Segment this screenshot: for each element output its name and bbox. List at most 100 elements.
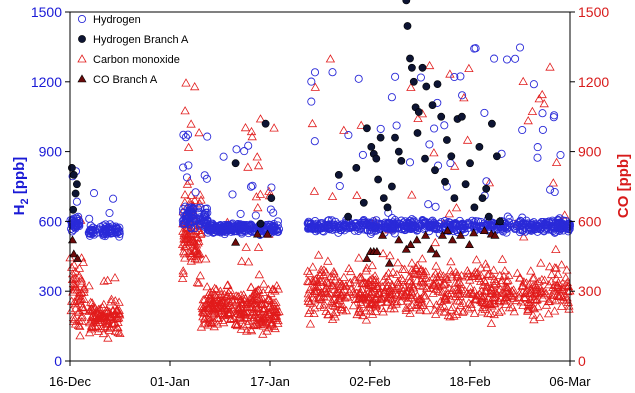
- data-point: [104, 325, 115, 334]
- data-point: [447, 285, 457, 295]
- data-point: [353, 281, 363, 291]
- data-point: [532, 285, 542, 294]
- data-point: [464, 272, 474, 281]
- data-point: [445, 312, 455, 321]
- data-point: [242, 312, 252, 322]
- data-point: [210, 223, 219, 232]
- y-left-tick-label: 300: [39, 283, 63, 299]
- data-point: [399, 290, 409, 299]
- data-point: [249, 223, 258, 232]
- data-point: [99, 311, 109, 320]
- data-point: [318, 277, 328, 286]
- data-point: [232, 296, 242, 305]
- legend-entry: CO Branch A: [77, 74, 158, 86]
- data-point: [304, 268, 315, 278]
- data-point: [421, 154, 429, 163]
- data-point: [371, 306, 381, 316]
- data-point: [325, 54, 336, 63]
- data-point: [77, 311, 87, 320]
- data-point: [345, 277, 355, 286]
- y-axis-right-label: CO [ppb]: [615, 154, 632, 218]
- data-point: [253, 242, 264, 251]
- data-point: [223, 294, 234, 304]
- data-point: [392, 269, 402, 278]
- data-point: [397, 264, 408, 273]
- data-point: [318, 226, 327, 235]
- data-point: [367, 227, 376, 236]
- data-point: [476, 270, 486, 280]
- data-point: [502, 55, 512, 64]
- data-point: [372, 246, 382, 255]
- data-point: [439, 307, 449, 316]
- data-point: [424, 200, 433, 209]
- data-point: [320, 284, 330, 293]
- data-point: [549, 306, 560, 315]
- data-point: [407, 220, 416, 229]
- data-point: [69, 249, 79, 258]
- data-point: [495, 270, 505, 279]
- data-point: [186, 256, 196, 265]
- data-point: [466, 159, 474, 168]
- data-point: [85, 231, 94, 240]
- data-point: [179, 130, 188, 139]
- data-point: [365, 299, 375, 309]
- data-point: [463, 268, 474, 278]
- plot-frame: [69, 11, 571, 362]
- data-point: [480, 304, 490, 314]
- data-point: [310, 295, 320, 304]
- data-point: [523, 305, 533, 314]
- data-point: [428, 288, 438, 297]
- data-point: [204, 293, 215, 302]
- data-point: [243, 257, 254, 266]
- data-point: [550, 262, 560, 272]
- data-point: [109, 194, 118, 203]
- data-point: [77, 278, 87, 288]
- data-point: [240, 313, 250, 322]
- data-point: [105, 208, 114, 218]
- data-point: [216, 295, 226, 304]
- data-point: [206, 221, 215, 230]
- data-point: [106, 229, 115, 238]
- data-point: [87, 315, 98, 324]
- data-point: [533, 153, 542, 162]
- data-point: [356, 120, 366, 129]
- data-point: [435, 269, 446, 278]
- data-point: [490, 54, 499, 63]
- data-point: [270, 286, 280, 295]
- legend-label: Carbon monoxide: [93, 54, 180, 66]
- data-point: [197, 215, 206, 224]
- data-point: [307, 97, 316, 106]
- data-point: [502, 295, 513, 304]
- data-point: [194, 249, 204, 258]
- data-point: [479, 226, 489, 234]
- data-point: [252, 293, 262, 302]
- data-point: [470, 44, 479, 53]
- data-point: [484, 269, 494, 278]
- data-point: [240, 122, 251, 132]
- y-axis-left-title: H2 [ppb]: [11, 157, 31, 216]
- data-point: [381, 277, 392, 286]
- data-point: [550, 295, 561, 305]
- data-point: [458, 91, 467, 100]
- data-point: [372, 154, 381, 163]
- data-point: [233, 227, 242, 236]
- data-point: [490, 230, 500, 239]
- data-point: [533, 143, 542, 152]
- data-point: [307, 220, 316, 229]
- data-point: [313, 281, 323, 290]
- y-right-tick-label: 900: [578, 144, 602, 160]
- data-point: [489, 221, 499, 230]
- data-point: [246, 220, 255, 229]
- data-point: [409, 77, 418, 86]
- data-point: [550, 187, 559, 197]
- data-point: [96, 312, 106, 321]
- data-point: [247, 310, 257, 319]
- data-point: [307, 118, 318, 128]
- data-point: [248, 181, 257, 190]
- y-left-tick-label: 1500: [31, 4, 62, 20]
- data-point: [252, 152, 262, 161]
- data-point: [247, 131, 257, 141]
- data-point: [329, 269, 339, 278]
- data-point: [497, 275, 507, 285]
- data-point: [241, 242, 251, 251]
